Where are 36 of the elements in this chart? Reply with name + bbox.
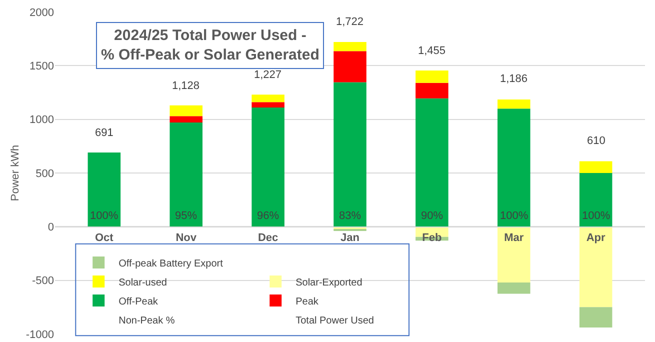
y-tick-label: -500: [32, 275, 54, 288]
x-tick-label: Oct: [95, 232, 114, 244]
y-tick-label: 1500: [30, 60, 54, 73]
annotation: 691: [95, 127, 114, 139]
x-tick-label: Nov: [176, 232, 198, 244]
legend-label: Off-peak Battery Export: [118, 258, 224, 270]
annotation: 1,227: [254, 69, 282, 81]
y-tick-label: -1000: [26, 328, 54, 341]
y-tick-label: 0: [48, 222, 54, 234]
annotation: 90%: [421, 210, 444, 222]
x-tick-label: Mar: [504, 232, 524, 244]
annotation: 96%: [257, 210, 280, 222]
legend-label: Off-Peak: [118, 296, 159, 308]
annotation: 83%: [339, 210, 362, 222]
annotation: Non-Peak %: [118, 315, 175, 326]
annotation: 1,722: [336, 16, 364, 28]
annotation: 1,128: [172, 80, 200, 92]
legend-label: Solar-Exported: [296, 277, 362, 288]
y-tick-label: 500: [36, 168, 54, 180]
annotation: 1,455: [418, 45, 446, 57]
x-tick-label: Apr: [586, 232, 606, 244]
legend-label: Solar-used: [118, 277, 167, 288]
annotation: 100%: [500, 210, 528, 222]
x-tick-label: Dec: [258, 232, 278, 244]
legend-label: Peak: [296, 296, 320, 308]
y-axis-title: Power kWh: [10, 144, 22, 202]
x-tick-label: Jan: [340, 232, 360, 244]
y-tick-label: 1000: [30, 114, 54, 126]
text: 2024/25 Total Power Used - % Off-Peak or Solar Generated: [101, 27, 320, 64]
annotation: 100%: [582, 210, 610, 222]
annotation: Total Power Used: [296, 315, 374, 326]
annotation: 1,186: [500, 73, 528, 85]
annotation: 95%: [175, 210, 198, 222]
y-tick-label: 2000: [30, 6, 54, 19]
annotation: 100%: [90, 210, 118, 222]
annotation: 610: [587, 135, 606, 147]
